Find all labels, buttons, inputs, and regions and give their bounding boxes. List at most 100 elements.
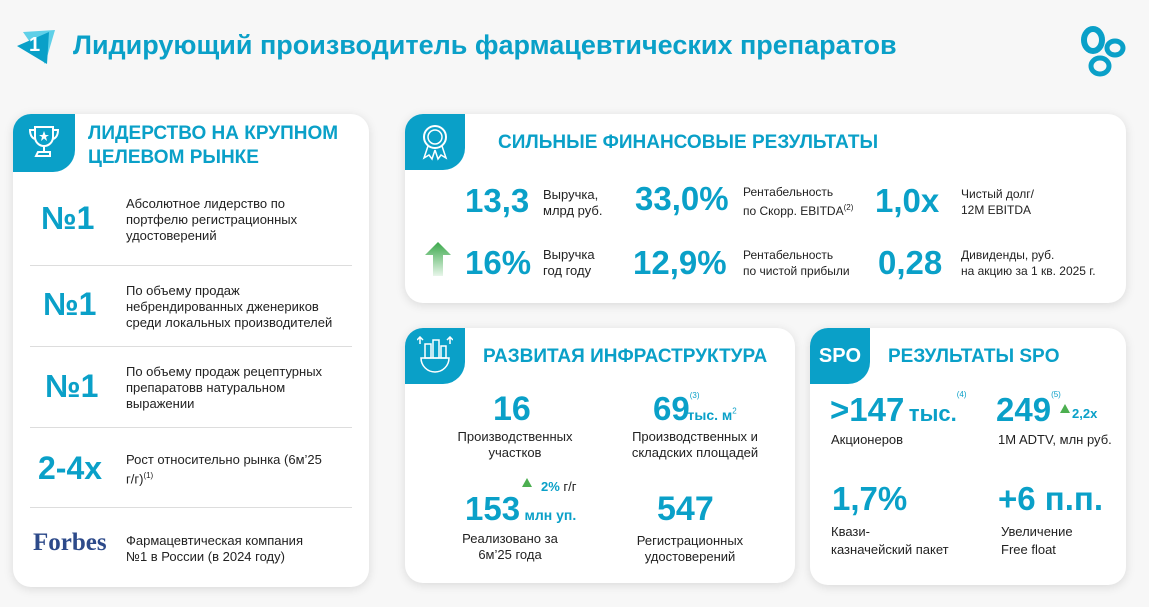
- metric-value: 33,0%: [635, 180, 729, 217]
- label-line: Квази-: [831, 524, 870, 539]
- growth-arrow-icon: [522, 478, 532, 487]
- label-line: Дивиденды, руб.: [961, 248, 1055, 262]
- value-unit: тыс.: [908, 401, 957, 426]
- spo-label: 1M ADTV, млн руб.: [998, 432, 1112, 447]
- leadership-value: №1: [41, 200, 95, 236]
- label-line: Рентабельность: [743, 248, 834, 262]
- card-title: РЕЗУЛЬТАТЫ SPO: [888, 346, 1060, 367]
- metric-label: Рентабельность по Скорр. EBITDA(2): [743, 184, 853, 219]
- label-line: млрд руб.: [543, 203, 603, 218]
- label-line: Выручка,: [543, 187, 599, 202]
- infra-label: Производственных и складских площадей: [615, 429, 775, 461]
- divider: [30, 507, 352, 508]
- divider: [30, 265, 352, 266]
- leadership-text: Рост относительно рынка (6м’25 г/г)(1): [126, 452, 326, 487]
- page-title: Лидирующий производитель фармацевтически…: [73, 30, 897, 60]
- infra-label: Регистрационных удостоверений: [620, 533, 760, 565]
- growth-arrow-icon: [1060, 404, 1070, 413]
- footnote: (5): [1051, 389, 1061, 399]
- infra-label: Реализовано за 6м’25 года: [450, 531, 570, 563]
- unit-exponent: 2: [732, 406, 737, 416]
- infra-value: 69(3) тыс. м2: [653, 390, 737, 428]
- value-number: 153: [465, 490, 521, 527]
- label-line: Выручка: [543, 247, 595, 262]
- spo-label: Квази-казначейский пакет: [831, 523, 949, 559]
- value-number: 249: [996, 391, 1052, 428]
- growth-value: 2%: [541, 479, 560, 494]
- leadership-value: 2-4x: [38, 450, 103, 486]
- factory-gear-icon: [417, 336, 453, 373]
- leadership-text: По объему продаж небрендированных дженер…: [126, 283, 333, 330]
- divider: [30, 346, 352, 347]
- metric-label: Рентабельность по чистой прибыли: [743, 247, 850, 279]
- spo-value: +6 п.п.: [998, 480, 1103, 517]
- metric-label: Выручка год году: [543, 247, 595, 279]
- leadership-card: ЛИДЕРСТВО НА КРУПНОМ ЦЕЛЕВОМ РЫНКЕ №1 Аб…: [13, 114, 369, 587]
- label-line: год году: [543, 263, 592, 278]
- leadership-text: По объему продаж рецептурных препаратовв…: [126, 364, 323, 411]
- metric-value: 1,0x: [875, 182, 940, 219]
- spo-card: SPO РЕЗУЛЬТАТЫ SPO >147 тыс. (4) Акционер…: [810, 328, 1126, 585]
- infrastructure-card: РАЗВИТАЯ ИНФРАСТРУКТУРА 16 Производствен…: [405, 328, 795, 583]
- forbes-logo: Forbes: [33, 529, 107, 556]
- label-line: Реализовано за: [462, 531, 558, 546]
- leadership-value: №1: [45, 368, 99, 404]
- spo-label: Увеличение Free float: [1001, 523, 1073, 559]
- award-badge-icon: [422, 125, 448, 161]
- growth-unit: г/г: [563, 479, 577, 494]
- label-line: Производственных и: [632, 429, 758, 444]
- footnote: (2): [843, 203, 854, 212]
- infra-value: 153 млн уп.: [465, 490, 576, 528]
- section-number: 1: [29, 34, 41, 56]
- card-tab: SPO: [810, 328, 870, 384]
- label-line: удостоверений: [644, 549, 736, 564]
- footnote: (1): [143, 471, 154, 480]
- spo-badge: SPO: [818, 344, 862, 367]
- label-line: Free float: [1001, 542, 1056, 557]
- divider: [30, 427, 352, 428]
- section-badge: 1: [15, 28, 57, 66]
- leadership-text: Фармацевтическая компания №1 в России (в…: [126, 533, 303, 564]
- spo-value: 249(5): [996, 389, 1061, 429]
- value-unit: тыс. м: [687, 407, 733, 423]
- card-tab: [13, 114, 75, 172]
- label-line: на акцию за 1 кв. 2025 г.: [961, 264, 1096, 278]
- infra-value: 547: [657, 490, 714, 528]
- spo-value: 1,7%: [832, 480, 908, 517]
- label-line: участков: [488, 445, 542, 460]
- card-title-line1: ЛИДЕРСТВО НА КРУПНОМ: [88, 123, 339, 144]
- card-title-line2: ЦЕЛЕВОМ РЫНКЕ: [88, 147, 259, 168]
- footnote: (3): [689, 390, 700, 400]
- infra-value: 16: [493, 390, 531, 428]
- metric-value: 16%: [465, 244, 532, 281]
- label-line: складских площадей: [631, 445, 759, 460]
- card-tab: [405, 114, 465, 170]
- label-line: Рентабельность: [743, 185, 834, 199]
- badge-shape-icon: [17, 30, 55, 64]
- growth-value: 2,2x: [1072, 406, 1098, 421]
- label-line: 12M EBITDA: [961, 203, 1032, 217]
- metric-label: Выручка, млрд руб.: [543, 187, 602, 219]
- metric-label: Дивиденды, руб. на акцию за 1 кв. 2025 г.: [961, 247, 1096, 279]
- growth-label: 2% г/г: [541, 479, 577, 494]
- label-line: Чистый долг/: [961, 187, 1034, 201]
- label-line: 6м’25 года: [478, 547, 542, 562]
- label-line: Увеличение: [1001, 524, 1073, 539]
- card-title: РАЗВИТАЯ ИНФРАСТРУКТУРА: [483, 346, 768, 367]
- spo-label: Акционеров: [831, 432, 904, 447]
- footnote: (4): [956, 389, 967, 399]
- financial-card: СИЛЬНЫЕ ФИНАНСОВЫЕ РЕЗУЛЬТАТЫ 13,3 Выруч…: [405, 114, 1126, 303]
- infra-label: Производственных участков: [445, 429, 585, 461]
- company-logo-icon: [1081, 26, 1126, 77]
- label-line: по Скорр. EBITDA: [743, 204, 844, 218]
- value-number: >147: [830, 391, 905, 428]
- metric-value: 13,3: [465, 182, 530, 219]
- metric-value: 0,28: [878, 244, 943, 281]
- metric-label: Чистый долг/12M EBITDA: [961, 186, 1034, 218]
- card-tab: [405, 328, 465, 384]
- value-unit: млн уп.: [524, 507, 577, 523]
- metric-value: 12,9%: [633, 244, 727, 281]
- label-line: казначейский пакет: [831, 542, 949, 557]
- label-line: по чистой прибыли: [743, 264, 850, 278]
- growth-text: Рост относительно рынка (6м’25 г/г): [126, 452, 322, 487]
